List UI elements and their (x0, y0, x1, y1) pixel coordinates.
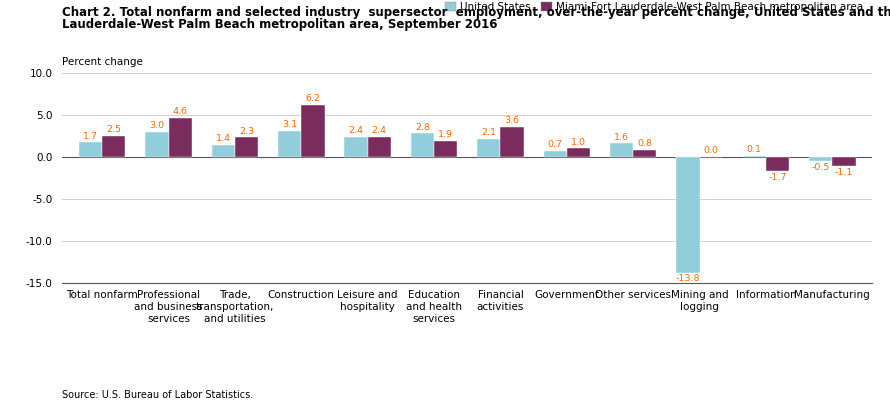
Bar (676, 157, 700, 273)
Bar (434, 141, 457, 157)
Text: 0.7: 0.7 (547, 140, 562, 149)
Bar (633, 150, 657, 157)
Bar (344, 137, 368, 157)
Bar (544, 151, 567, 157)
Text: 6.2: 6.2 (305, 94, 320, 103)
Text: -13.8: -13.8 (676, 274, 700, 283)
Bar (368, 137, 391, 157)
Bar (212, 145, 235, 157)
Text: Percent change: Percent change (62, 57, 143, 67)
Bar (766, 157, 789, 171)
Text: -1.1: -1.1 (835, 168, 854, 177)
Text: 3.0: 3.0 (150, 121, 165, 130)
Bar (79, 143, 102, 157)
Text: 2.4: 2.4 (372, 126, 387, 135)
Text: Source: U.S. Bureau of Labor Statistics.: Source: U.S. Bureau of Labor Statistics. (62, 390, 254, 400)
Bar (500, 126, 523, 157)
Text: 2.5: 2.5 (106, 125, 121, 134)
Text: 2.4: 2.4 (349, 126, 363, 135)
Text: 1.9: 1.9 (438, 130, 453, 139)
Text: 3.6: 3.6 (505, 116, 520, 125)
Text: Lauderdale-West Palm Beach metropolitan area, September 2016: Lauderdale-West Palm Beach metropolitan … (62, 18, 498, 31)
Text: 2.3: 2.3 (239, 127, 254, 136)
Text: 1.6: 1.6 (614, 133, 629, 142)
Bar (743, 156, 766, 157)
Text: 1.0: 1.0 (571, 138, 586, 147)
Text: 4.6: 4.6 (173, 107, 188, 116)
Bar (477, 139, 500, 157)
Bar (168, 118, 191, 157)
Bar (567, 148, 590, 157)
Text: 0.1: 0.1 (747, 145, 762, 154)
Bar (411, 133, 434, 157)
Bar (102, 136, 125, 157)
Bar (302, 105, 325, 157)
Text: 0.0: 0.0 (704, 146, 719, 155)
Bar (832, 157, 855, 166)
Text: 0.8: 0.8 (637, 139, 652, 148)
Text: -0.5: -0.5 (812, 163, 830, 172)
Text: 2.8: 2.8 (415, 122, 430, 132)
Bar (145, 132, 168, 157)
Text: 2.1: 2.1 (481, 128, 497, 137)
Bar (235, 137, 258, 157)
Text: 1.4: 1.4 (215, 134, 231, 143)
Text: Chart 2. Total nonfarm and selected industry  supersector  employment, over-the-: Chart 2. Total nonfarm and selected indu… (62, 6, 890, 19)
Text: 1.7: 1.7 (83, 132, 98, 141)
Bar (610, 143, 633, 157)
Text: -1.7: -1.7 (768, 173, 787, 182)
Text: 3.1: 3.1 (282, 120, 297, 129)
Legend: United States, Miami-Fort Lauderdale-West Palm Beach metropolitan area: United States, Miami-Fort Lauderdale-Wes… (441, 0, 867, 17)
Bar (809, 157, 832, 161)
Bar (278, 131, 302, 157)
